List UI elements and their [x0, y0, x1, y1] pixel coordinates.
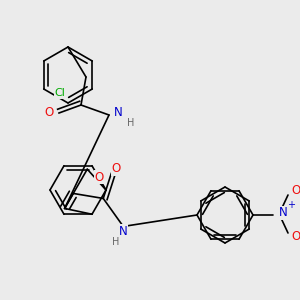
Text: O: O	[44, 106, 54, 119]
Text: Cl: Cl	[55, 88, 65, 98]
Text: +: +	[287, 200, 295, 210]
Text: O: O	[291, 184, 300, 196]
Text: N: N	[114, 106, 123, 119]
Text: O: O	[291, 230, 300, 242]
Text: O: O	[112, 162, 121, 175]
Text: H: H	[127, 118, 134, 128]
Text: N: N	[119, 225, 128, 238]
Text: H: H	[112, 237, 119, 248]
Text: N: N	[279, 206, 288, 220]
Text: O: O	[94, 171, 104, 184]
